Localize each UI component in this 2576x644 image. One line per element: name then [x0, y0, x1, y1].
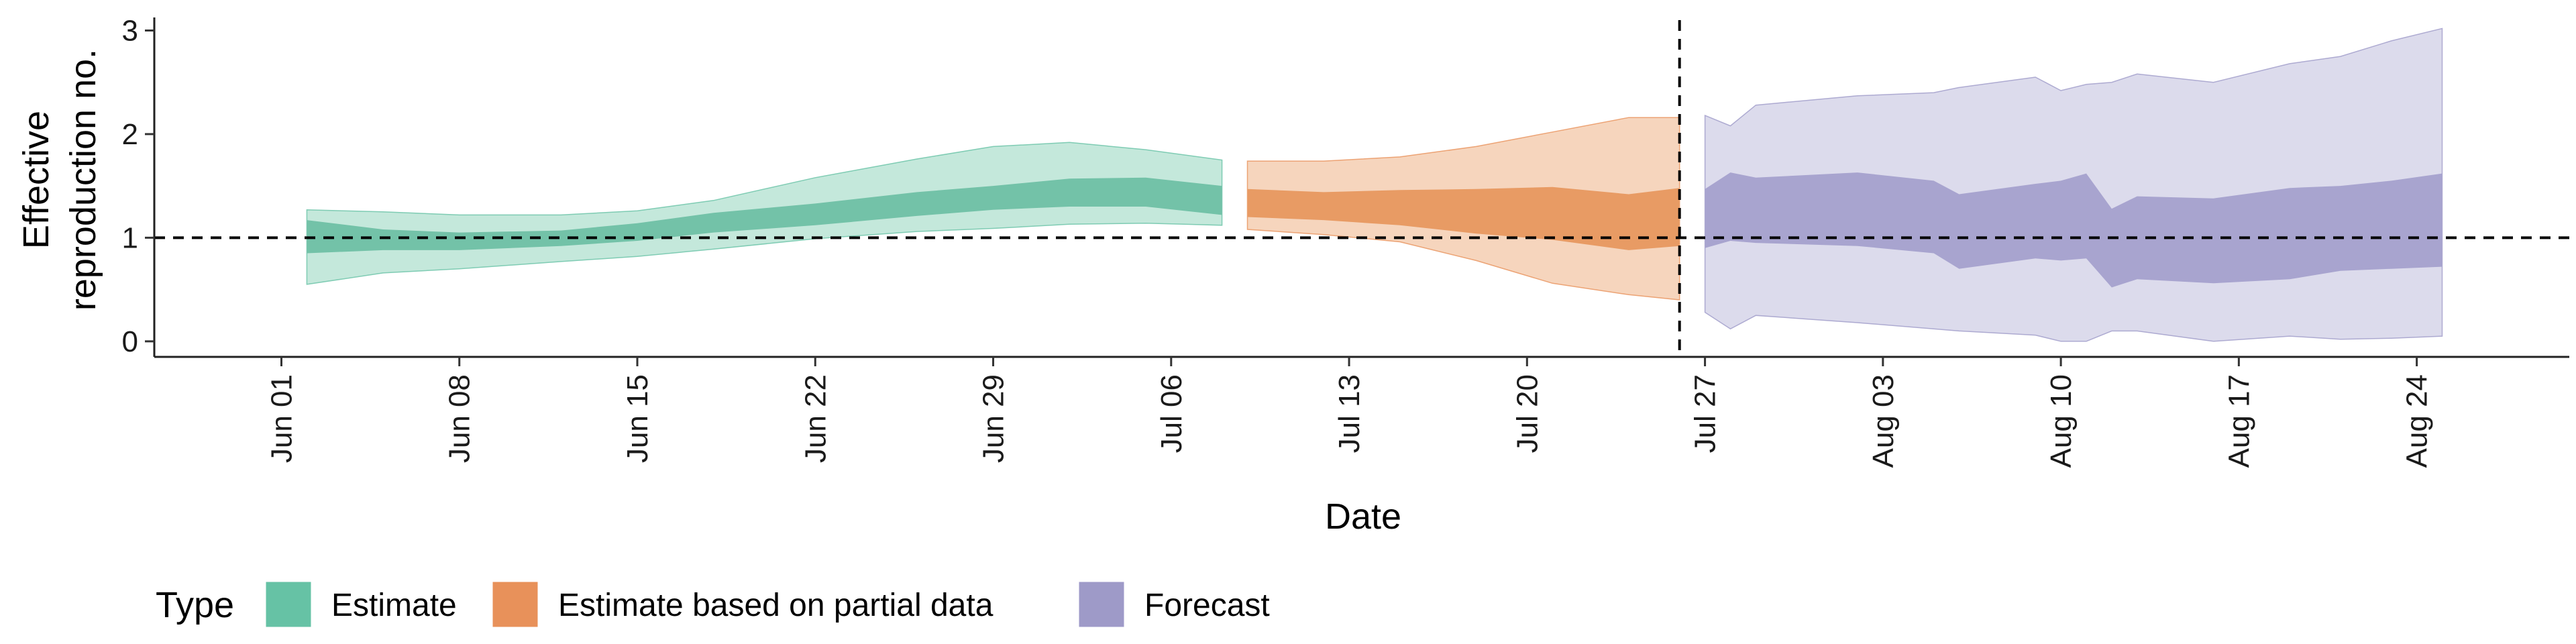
legend-swatch-1	[492, 582, 538, 627]
y-axis-title-line-1: Effective	[16, 111, 56, 249]
legend-entries: Estimate Estimate based on partial data Fo…	[266, 582, 1270, 627]
y-tick-label: 2	[122, 118, 138, 151]
legend-title: Type	[156, 585, 234, 625]
y-tick-label: 0	[122, 325, 138, 358]
y-axis-title-line-2: reproduction no.	[63, 49, 103, 311]
legend-swatch-2	[1079, 582, 1124, 627]
x-tick-label: Jun 29	[977, 374, 1010, 463]
x-tick-label: Jun 22	[799, 374, 832, 463]
band-50-0	[307, 177, 1222, 254]
x-axis-title: Date	[1325, 496, 1401, 537]
x-tick-label: Jun 01	[266, 374, 299, 463]
bands-layer	[306, 28, 2443, 342]
y-axis-title: Effective reproduction no.	[16, 49, 103, 311]
x-tick-label: Aug 17	[2222, 374, 2255, 468]
x-tick-label: Aug 10	[2045, 374, 2078, 468]
legend-label-1: Estimate based on partial data	[558, 588, 994, 623]
x-tick-label: Jun 15	[621, 374, 654, 463]
legend-label-0: Estimate	[331, 588, 457, 623]
x-tick-label: Jul 27	[1689, 374, 1722, 453]
x-tick-label: Aug 03	[1867, 374, 1900, 468]
band-50-1	[1247, 186, 1680, 250]
x-tick-label: Jul 06	[1155, 374, 1188, 453]
x-tick-label: Aug 24	[2401, 374, 2434, 468]
legend-label-2: Forecast	[1144, 588, 1270, 623]
reference-lines	[154, 20, 2569, 357]
band-50-2	[1705, 172, 2443, 288]
legend-swatch-0	[266, 582, 311, 627]
x-tick-label: Jun 08	[443, 374, 476, 463]
x-tick-label: Jul 13	[1333, 374, 1366, 453]
y-tick-label: 3	[122, 14, 138, 47]
x-tick-label: Jul 20	[1511, 374, 1544, 453]
legend: Type Estimate Estimate based on partial d…	[156, 582, 1270, 627]
axes: 0 1 2 3 Jun 01 Jun 08 Jun 15 Jun 22 Jun 29 Jul 06…	[122, 14, 2569, 468]
y-tick-label: 1	[122, 221, 138, 254]
